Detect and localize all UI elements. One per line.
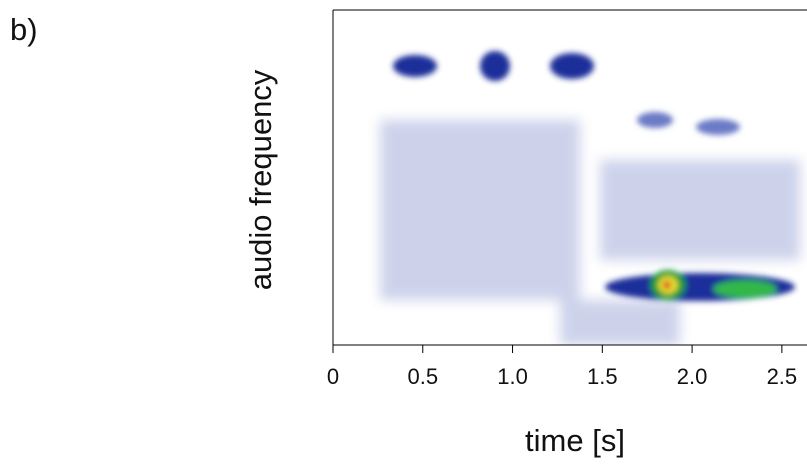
x-axis-label: time [s] [525, 423, 625, 458]
panel-label: b) [10, 12, 38, 47]
x-tick-label: 1.0 [497, 364, 528, 389]
x-tick-label: 1.5 [587, 364, 618, 389]
x-tick-label: 2.0 [677, 364, 708, 389]
x-tick-label: 2.5 [767, 364, 798, 389]
x-tick-label: 0.5 [407, 364, 438, 389]
spectrogram [380, 51, 800, 345]
x-tick-label: 0 [327, 364, 339, 389]
y-axis-label: audio frequency [243, 69, 278, 290]
